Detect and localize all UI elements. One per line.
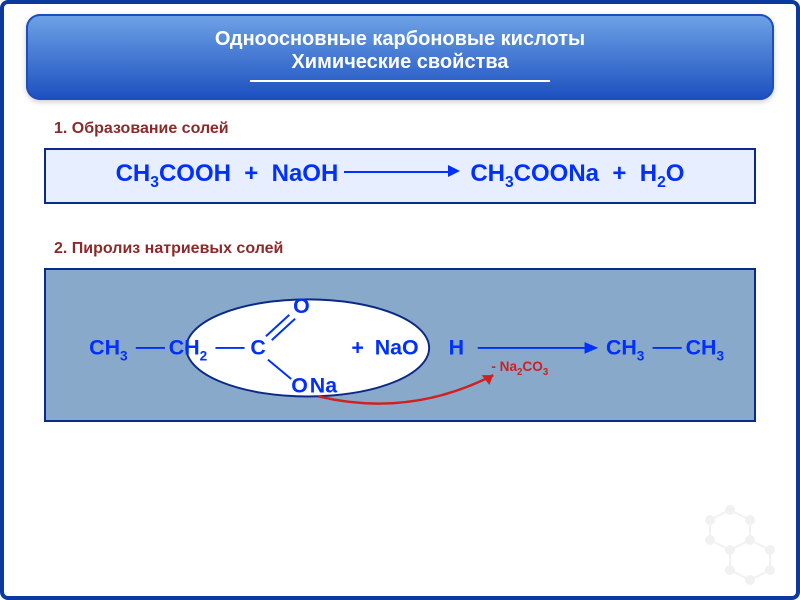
title-line-2: Химические свойства bbox=[46, 51, 754, 74]
equation-2-diagram: CH3 CH2 C O ONa + NaO H - Na2CO3 C bbox=[60, 280, 740, 410]
eq2-byproduct: - Na2CO3 bbox=[491, 359, 549, 378]
eq2-h: H bbox=[449, 336, 464, 360]
equation-1: CH3COOH + NaOH CH3COONa + H2O bbox=[60, 160, 740, 192]
title-line-1: Одноосновные карбоновые кислоты bbox=[46, 28, 754, 51]
eq1-ch3coona: CH3COONa bbox=[470, 160, 599, 192]
equation-2-box: CH3 CH2 C O ONa + NaO H - Na2CO3 C bbox=[44, 268, 756, 422]
eq2-c: C bbox=[250, 336, 265, 360]
eq2-arrow-head-icon bbox=[585, 342, 599, 354]
eq2-plus: + bbox=[351, 336, 363, 360]
title-banner: Одноосновные карбоновые кислоты Химическ… bbox=[26, 14, 774, 100]
eq1-plus-2: + bbox=[599, 160, 640, 188]
eq1-naoh: NaOH bbox=[272, 160, 339, 188]
eq2-o-top: O bbox=[293, 294, 310, 318]
eq1-ch3cooh: CH3COOH bbox=[116, 160, 231, 192]
eq2-rhs-ch3-a: CH3 bbox=[606, 336, 645, 364]
eq1-arrow-icon bbox=[344, 161, 464, 181]
equation-1-box: CH3COOH + NaOH CH3COONa + H2O bbox=[44, 148, 756, 204]
title-underline bbox=[250, 80, 550, 82]
background-molecule-icon bbox=[680, 500, 790, 590]
eq2-o-bottom: ONa bbox=[291, 373, 338, 397]
eq1-plus-1: + bbox=[231, 160, 272, 188]
eq1-h2o: H2O bbox=[640, 160, 685, 192]
slide-frame: Одноосновные карбоновые кислоты Химическ… bbox=[0, 0, 800, 600]
eq2-ch3-left: CH3 bbox=[89, 336, 128, 364]
eq2-rhs-ch3-b: CH3 bbox=[686, 336, 725, 364]
section-1-heading: 1. Образование солей bbox=[54, 120, 796, 138]
eq2-nao: NaO bbox=[375, 336, 419, 360]
section-2-heading: 2. Пиролиз натриевых солей bbox=[54, 240, 796, 258]
